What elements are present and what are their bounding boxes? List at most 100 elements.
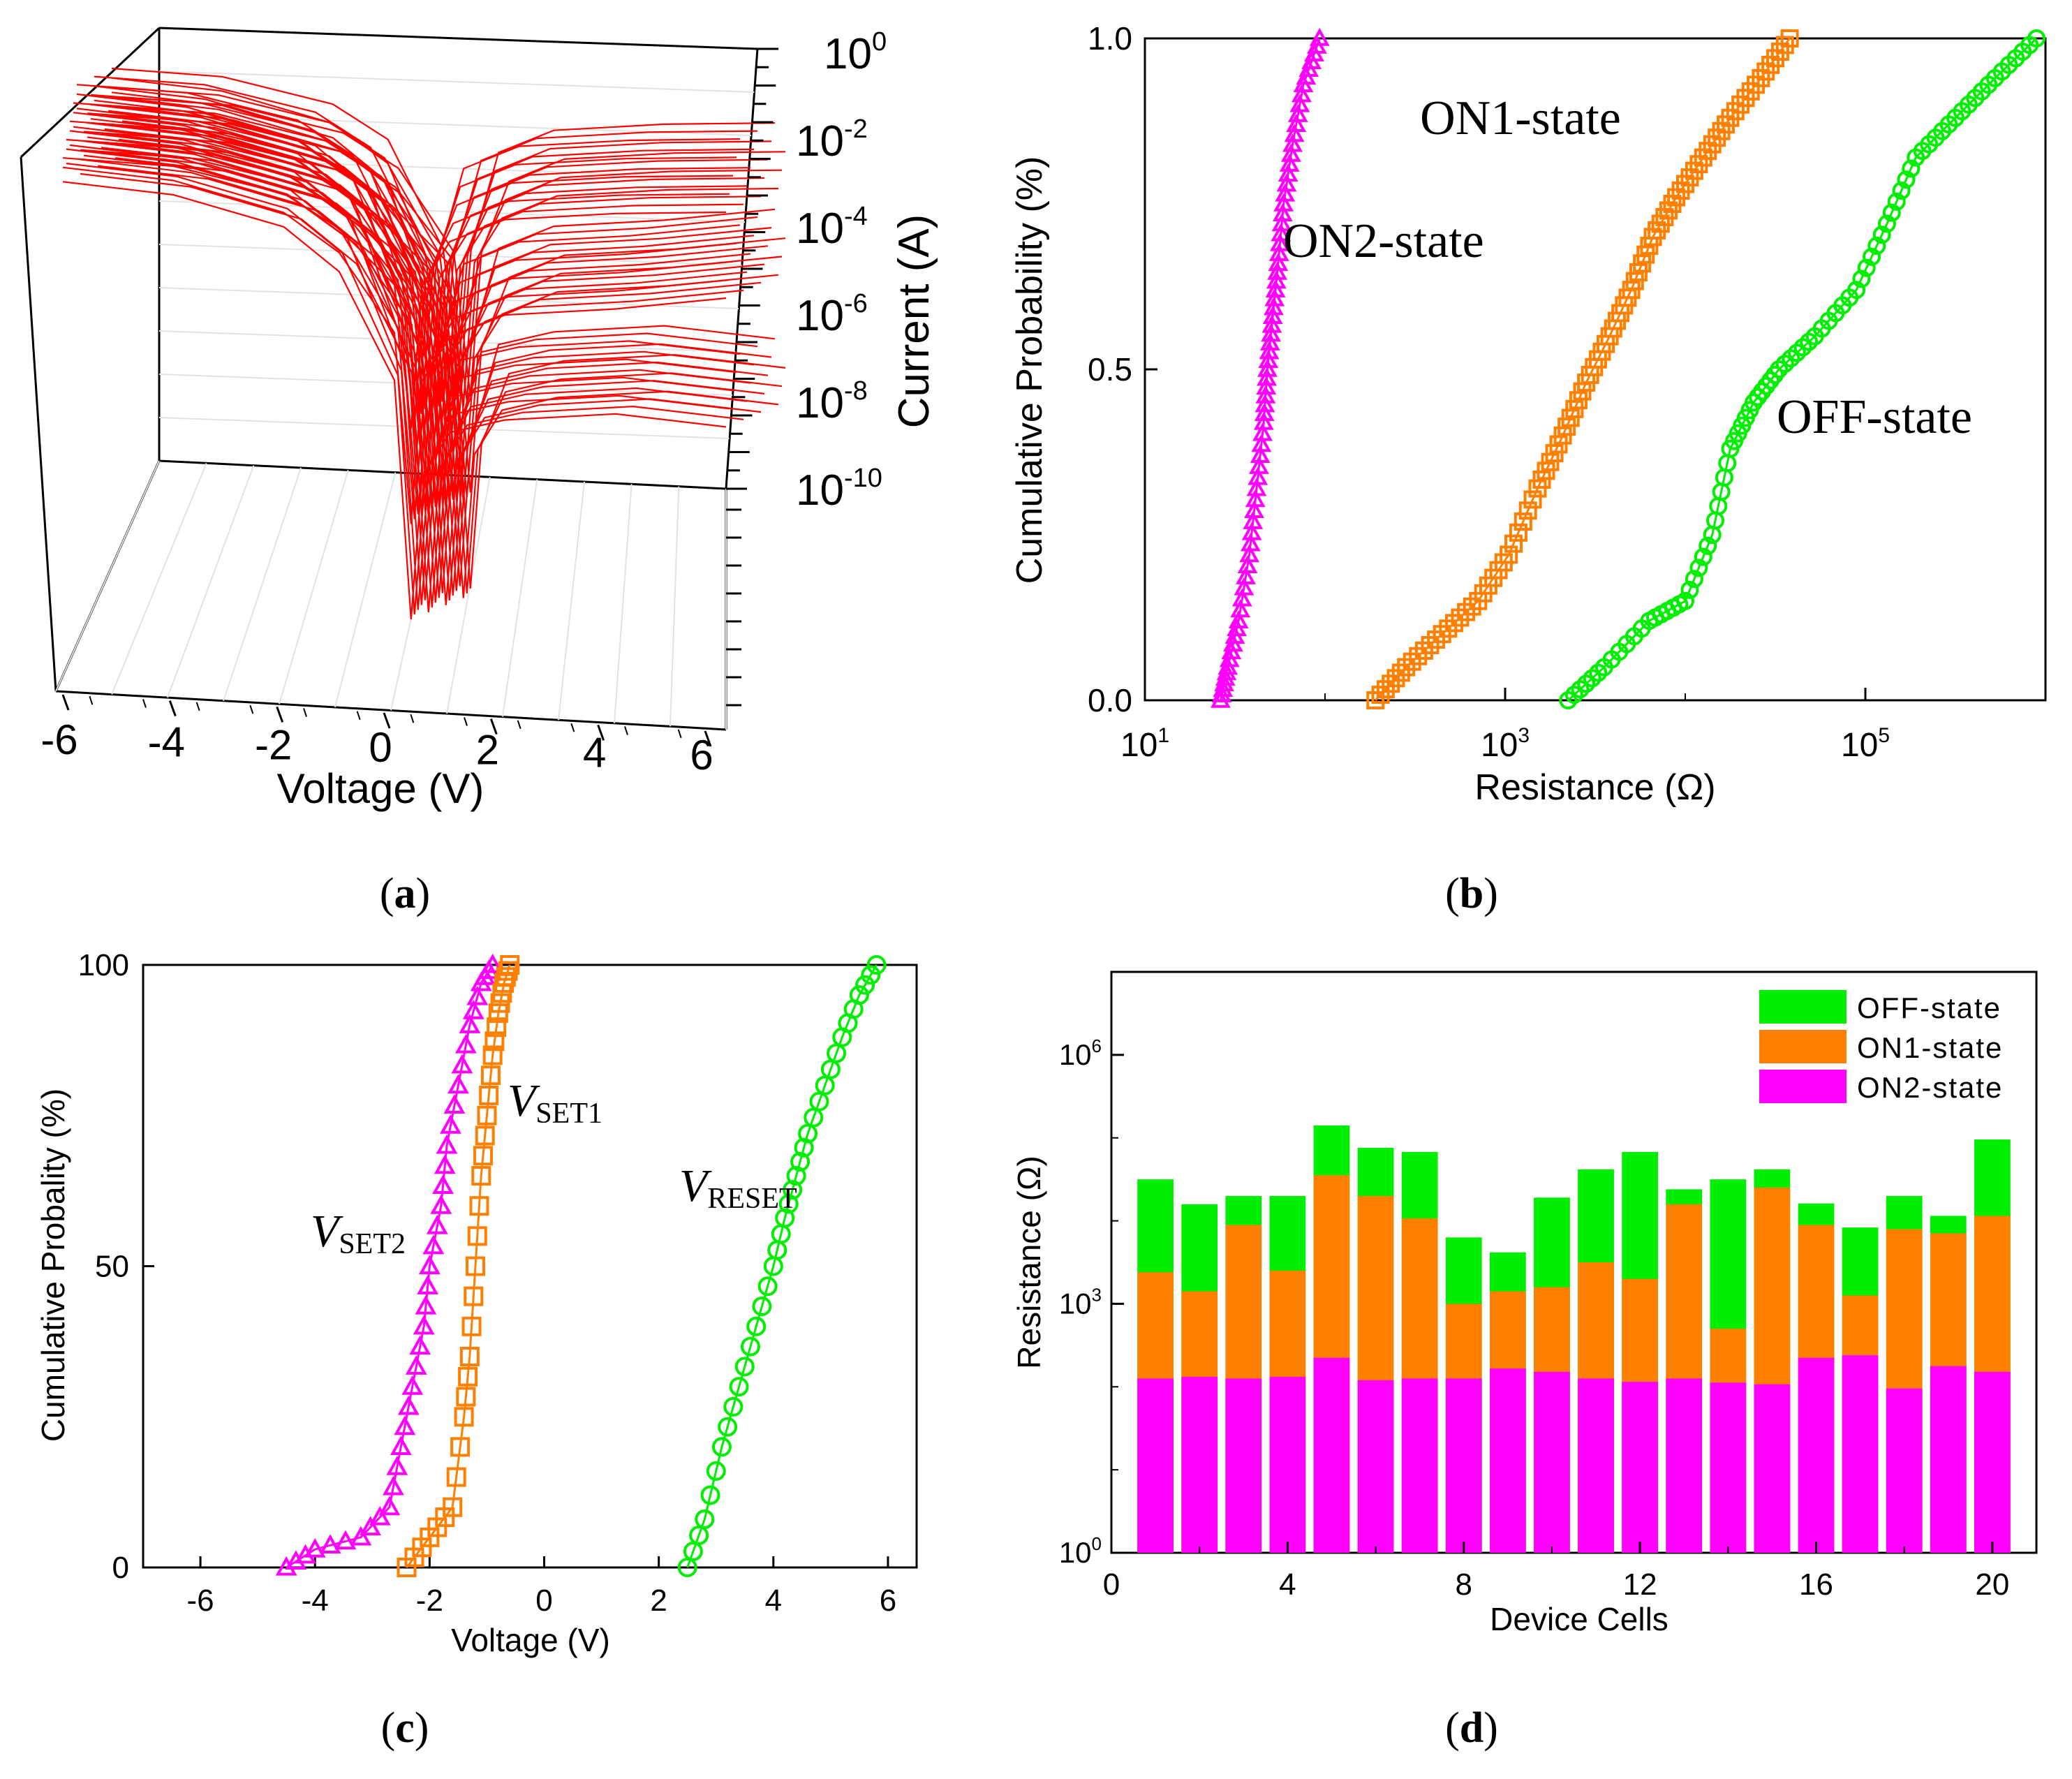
data-point — [849, 985, 869, 1005]
data-point — [1867, 237, 1886, 256]
iv-curve-cycle-mid — [90, 103, 755, 503]
x-tick-label: 12 — [1623, 1567, 1657, 1602]
bar-ON2-state-cell-5 — [1313, 1357, 1350, 1553]
iv-curve-cycle-high — [87, 112, 751, 412]
current-tick-label: 10-8 — [796, 376, 868, 427]
iv-curve-cycle-mid — [80, 158, 744, 517]
x-tick-label: 105 — [1841, 724, 1890, 764]
data-point — [1257, 358, 1278, 377]
data-point — [451, 1054, 473, 1074]
data-point — [1243, 510, 1264, 529]
iv-curve-cycle-high — [80, 149, 744, 422]
panel-a-grid — [55, 71, 755, 730]
data-point — [434, 1154, 456, 1174]
data-point — [456, 1387, 476, 1407]
data-point — [471, 1166, 491, 1186]
data-point — [695, 1509, 715, 1529]
voltage-tick-mark — [383, 712, 391, 729]
data-point — [1279, 154, 1300, 172]
data-point — [1275, 183, 1296, 202]
data-point — [450, 1437, 471, 1457]
data-point — [459, 1014, 481, 1033]
floor-grid-line — [167, 465, 255, 698]
data-point — [482, 1045, 503, 1065]
data-point — [746, 1316, 767, 1336]
data-point — [1267, 261, 1288, 280]
floor-grid-line — [334, 472, 397, 708]
data-point — [757, 1276, 778, 1297]
voltage-tick-mark — [489, 718, 498, 735]
voltage-minor-tick — [570, 723, 575, 732]
data-point — [490, 993, 510, 1013]
voltage-minor-tick — [89, 695, 94, 705]
voltage-minor-tick — [410, 714, 415, 723]
data-point — [1265, 279, 1286, 298]
x-tick-label: 8 — [1456, 1567, 1472, 1602]
bar-ON2-state-cell-16 — [1798, 1357, 1835, 1553]
data-point — [469, 1196, 489, 1216]
iv-curve-cycle-mid — [118, 124, 783, 498]
data-point — [1255, 385, 1276, 404]
iv-curve-cycle-low — [114, 157, 779, 598]
iv-curve-cycle-low — [62, 181, 727, 620]
data-point — [1259, 341, 1280, 360]
data-point — [1523, 490, 1542, 509]
iv-curve-cycle-mid — [121, 105, 786, 493]
y-tick-label: 0.5 — [1088, 351, 1132, 387]
data-point — [1694, 547, 1712, 566]
voltage-minor-tick — [195, 702, 200, 711]
panel-b-ylabel: Cumulative Probability (%) — [1009, 156, 1050, 584]
x-tick-label: 20 — [1975, 1567, 2009, 1602]
panel-a-xlabel: Voltage (V) — [277, 765, 484, 812]
panel-c-xlabel: Voltage (V) — [451, 1622, 610, 1658]
data-point — [752, 1297, 772, 1317]
data-point — [790, 1151, 811, 1172]
data-point — [458, 1366, 478, 1387]
data-point — [1877, 214, 1896, 233]
data-point — [1261, 314, 1282, 333]
data-point — [482, 953, 504, 973]
data-point — [1272, 203, 1293, 222]
voltage-tick-label: -4 — [148, 719, 185, 766]
data-point — [409, 1335, 431, 1355]
data-point — [1252, 422, 1273, 441]
iv-curve-cycle-high — [104, 104, 769, 404]
data-point — [382, 1475, 404, 1496]
voltage-minor-tick — [249, 704, 254, 714]
data-point — [447, 1074, 469, 1094]
bar-ON2-state-cell-20 — [1974, 1371, 2011, 1553]
data-point — [430, 1195, 452, 1214]
data-point — [1230, 599, 1251, 618]
iv-curve-cycle-mid — [83, 140, 748, 512]
data-point — [740, 1336, 760, 1357]
current-tick-label: 10-2 — [796, 115, 868, 165]
annotation-vset2: VSET2 — [311, 1206, 406, 1260]
iv-curve-cycle-high — [101, 122, 765, 409]
floor-grid-line — [446, 477, 491, 714]
series-ON1-state — [1366, 29, 1799, 709]
data-point — [1852, 270, 1871, 288]
data-point — [1248, 466, 1268, 485]
data-point — [285, 1550, 307, 1570]
data-point — [466, 985, 489, 1005]
data-point — [1282, 133, 1303, 152]
bar-ON2-state-cell-17 — [1842, 1355, 1879, 1553]
series-line — [686, 964, 878, 1568]
data-point — [413, 1315, 435, 1335]
data-point — [454, 1407, 474, 1427]
data-point — [426, 1214, 448, 1234]
iv-curve-cycle-high — [62, 157, 727, 429]
legend-swatch-on2 — [1759, 1070, 1847, 1103]
current-tick-label: 10-10 — [796, 464, 882, 515]
iv-curve-cycle-high — [90, 94, 755, 407]
data-point — [1273, 193, 1294, 212]
annotation-off-state: OFF-state — [1777, 390, 1972, 444]
panel-c-label: (c) — [381, 1704, 429, 1752]
data-point — [855, 975, 875, 995]
data-point — [1271, 223, 1292, 242]
voltage-minor-tick — [303, 708, 307, 717]
panel-b: 101 103 105 0.0 0.5 1.0 ON1-state ON2-state O… — [1009, 20, 2047, 917]
x-tick-label: -2 — [416, 1584, 443, 1618]
voltage-minor-tick — [464, 717, 468, 726]
